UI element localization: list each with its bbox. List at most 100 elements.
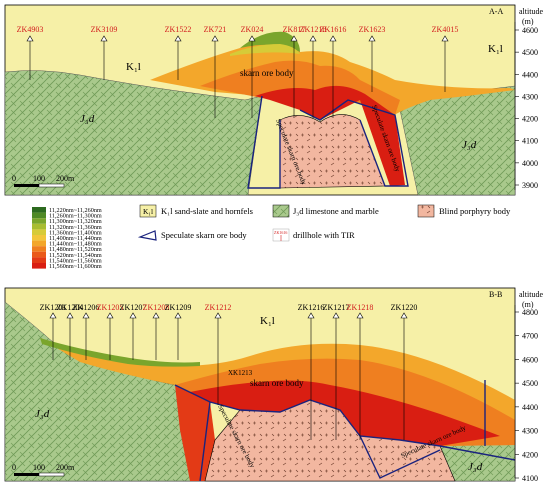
section-a-axis-tick: 4100	[522, 137, 538, 146]
section-b-drillhole-zk1217: ZK1217	[323, 303, 349, 440]
drillhole-label: ZK1204	[57, 303, 84, 312]
section-b-hole-label: XK1213	[228, 369, 253, 377]
section-a-tag: A-A	[489, 7, 503, 16]
elev-legend-label: 11,540nm~11,560nm	[49, 257, 102, 264]
legend-j3d-text: J₃d limestone and marble	[293, 206, 379, 216]
section-a-drillhole-zk817: ZK817	[283, 25, 306, 118]
section-b-axis-tick: 4700	[522, 332, 538, 341]
section-b-axis-tick: 4600	[522, 355, 538, 364]
section-b-ore-left-body	[175, 385, 215, 481]
elev-legend-swatch	[32, 212, 46, 219]
svg-text:0: 0	[12, 463, 16, 472]
section-a-drillhole-zk4015: ZK4015	[432, 25, 459, 92]
section-b-speculate-outline	[174, 380, 516, 482]
legend-k1l-text: K₁l sand-slate and hornfels	[161, 206, 253, 216]
section-b-green-strip	[40, 338, 200, 367]
drillhole-label: ZK1212	[205, 303, 232, 312]
elev-legend-label: 11,440nm~11,480nm	[49, 241, 102, 248]
section-b-scale-bar: 0 100 200m	[12, 463, 75, 477]
legend: 11,220nm~11,260nm11,260nm~11,300nm11,300…	[32, 204, 511, 270]
section-b-axis-tick: 4200	[522, 450, 538, 459]
section-b-axis-tick: 4100	[522, 474, 538, 483]
section-b-drillhole-zk1212: ZK1212	[205, 303, 232, 405]
section-b-drillhole-zk1218: ZK1218	[347, 303, 373, 440]
section-a-ore-inner	[255, 85, 405, 186]
elev-legend-label: 11,360nm~11,400nm	[49, 229, 102, 236]
drillhole-label: ZK3109	[91, 25, 118, 34]
elev-legend-label: 11,260nm~11,300nm	[49, 213, 102, 220]
drillhole-label: ZK1218	[300, 25, 327, 34]
drillhole-label: ZK1201	[40, 303, 67, 312]
section-b-ore-inner	[190, 380, 500, 446]
section-b-axis-tick: 4500	[522, 379, 538, 388]
section-a-green-cap	[240, 31, 300, 52]
section-a-drillhole-zk024: ZK024	[241, 25, 264, 118]
section-a-drillhole-zk1218: ZK1218	[300, 25, 327, 118]
section-a-axis-title: altitude	[519, 7, 543, 16]
section-a-drillhole-zk4903: ZK4903	[17, 25, 43, 80]
section-b-drillhole-zk1220: ZK1220	[391, 303, 418, 440]
legend-porphyry-text: Blind porphyry body	[439, 206, 511, 216]
drillhole-label: ZK1207	[120, 303, 147, 312]
elev-legend-label: 11,480nm~11,520nm	[49, 246, 102, 253]
section-b-j3d-right: J₃d	[468, 461, 483, 473]
section-a-axis-tick: 4400	[522, 70, 538, 79]
section-b-drillhole-zk1209: ZK1209	[165, 303, 192, 360]
section-b-axis-tick: 4300	[522, 427, 538, 436]
elev-legend-swatch	[32, 223, 46, 230]
section-a-drillhole-zk1616: ZK1616	[320, 25, 346, 118]
drillhole-label: ZK1208	[143, 303, 170, 312]
drillhole-label: ZK4015	[432, 25, 459, 34]
section-b-axis-title: altitude	[519, 290, 543, 299]
elev-legend-label: 11,320nm~11,360nm	[49, 224, 102, 231]
section-a-k1l-label-right: K₁l	[488, 43, 503, 55]
elev-legend-swatch	[32, 207, 46, 213]
legend-drillhole-text: drillhole with TIR	[293, 230, 355, 240]
elev-legend-swatch	[32, 218, 46, 224]
svg-text:0: 0	[12, 174, 16, 183]
elevation-color-legend: 11,220nm~11,260nm11,260nm~11,300nm11,300…	[32, 207, 102, 270]
section-a-axis-tick: 3900	[522, 181, 538, 190]
section-a-drillhole-zk3109: ZK3109	[91, 25, 118, 80]
section-a-drillhole-zk1623: ZK1623	[359, 25, 386, 92]
section-a-ore-mid	[200, 60, 400, 115]
section-a-j3d-right: J₃d	[462, 139, 477, 151]
section-b-drillholes: ZK1201ZK1204ZK1206ZK1205ZK1207ZK1208ZK12…	[40, 303, 418, 440]
svg-text:100: 100	[33, 463, 45, 472]
legend-speculate-text: Speculate skarn ore body	[161, 230, 247, 240]
section-b-axis-tick: 4400	[522, 403, 538, 412]
section-a-j3d-left: J₃d	[80, 113, 95, 125]
drillhole-label: ZK1209	[165, 303, 192, 312]
elev-legend-swatch	[32, 246, 46, 252]
section-b-ore-label: skarn ore body	[250, 378, 304, 388]
section-a-scale-bar: 0 100 200m	[12, 174, 75, 188]
section-b-axis-tick: 4800	[522, 308, 538, 317]
section-b-drillhole-zk1201: ZK1201	[40, 303, 67, 360]
drillhole-label: ZK1216	[298, 303, 325, 312]
elev-legend-label: 11,400nm~11,440nm	[49, 235, 102, 242]
section-b-altitude-axis: 4800 4700 4600 4500 4400 4300 4200 4100	[515, 308, 538, 483]
elev-legend-swatch	[32, 240, 46, 247]
section-b-drillhole-zk1204: ZK1204	[57, 303, 84, 360]
section-a-altitude-axis: 4600 4500 4400 4300 4200 4100 4000 3900	[515, 26, 538, 190]
section-a-axis-tick: 4300	[522, 92, 538, 101]
drillhole-label: ZK1220	[391, 303, 418, 312]
legend-k1l-swatch: K₁l	[143, 207, 153, 216]
drillhole-label: ZK1522	[165, 25, 192, 34]
drillhole-label: ZK817	[283, 25, 306, 34]
drillhole-label: ZK1206	[73, 303, 100, 312]
section-a: A-A K₁l K₁l J₃d J₃d skarn ore body Specu…	[4, 4, 543, 196]
section-b-j3d-left: J₃d	[35, 408, 50, 420]
svg-text:200m: 200m	[56, 174, 75, 183]
section-b-tag: B-B	[489, 290, 502, 299]
drillhole-label: ZK1205	[97, 303, 124, 312]
section-b-drillhole-zk1206: ZK1206	[73, 303, 100, 360]
section-a-drillhole-zk721: ZK721	[204, 25, 227, 118]
drillhole-label: ZK1623	[359, 25, 386, 34]
section-b: B-B K₁l J₃d J₃d skarn ore body XK1213 Sp…	[4, 287, 543, 483]
elev-legend-label: 11,520nm~11,540nm	[49, 252, 102, 259]
section-a-drillholes: ZK4903 ZK3109 ZK1522 ZK721 ZK024 ZK817ZK1218Z…	[17, 25, 459, 118]
drillhole-label: ZK024	[241, 25, 264, 34]
drillhole-label: ZK721	[204, 25, 227, 34]
